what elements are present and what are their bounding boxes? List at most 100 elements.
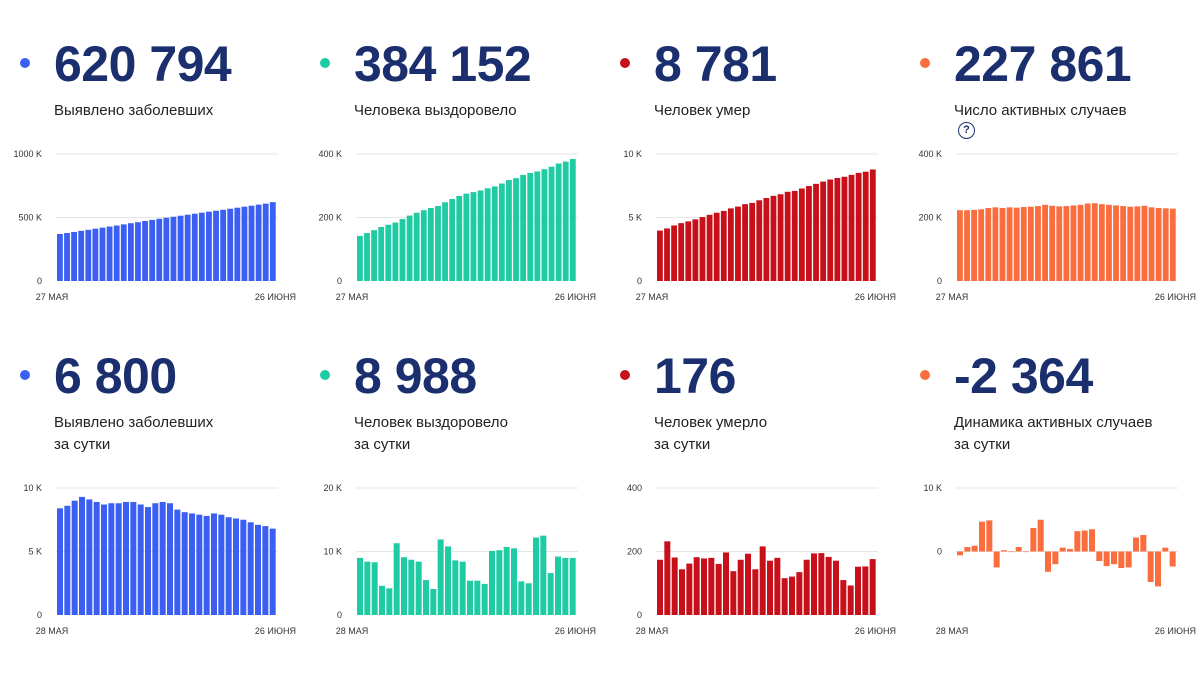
bar — [191, 213, 198, 281]
bar — [1118, 551, 1125, 569]
bar — [459, 561, 466, 615]
bar — [401, 557, 408, 615]
caption-text: Число активных случаев — [954, 102, 1127, 119]
bar — [145, 507, 152, 615]
bar — [562, 557, 569, 615]
x-tick-label: 26 ИЮНЯ — [555, 292, 596, 302]
caption-line-2: за сутки — [654, 436, 711, 453]
x-tick-label: 27 МАЯ — [636, 292, 669, 302]
bar — [730, 571, 737, 615]
bar — [445, 546, 452, 615]
bar — [227, 208, 234, 281]
bar — [1162, 208, 1169, 281]
bar — [477, 190, 484, 281]
bar — [548, 166, 555, 281]
bar — [371, 562, 378, 615]
bar — [679, 569, 686, 615]
bar — [1148, 207, 1155, 281]
bar — [64, 505, 71, 615]
bar — [1155, 207, 1162, 281]
bar — [1037, 519, 1044, 552]
bar — [770, 195, 777, 281]
bar — [1008, 551, 1015, 553]
daily-deaths-value: 176 — [654, 348, 736, 404]
x-tick-label: 28 МАЯ — [636, 626, 669, 636]
bar — [1120, 206, 1127, 281]
bar — [378, 227, 385, 281]
bar — [1084, 203, 1091, 281]
bar — [1113, 205, 1119, 281]
bar — [855, 566, 862, 615]
bar — [796, 572, 803, 615]
y-tick-label: 200 — [627, 547, 642, 557]
bar — [671, 225, 678, 281]
bar — [657, 559, 664, 615]
bar — [971, 545, 978, 552]
bar — [406, 215, 413, 281]
blue-dot-icon — [20, 58, 30, 68]
bar — [840, 580, 847, 615]
bar — [177, 215, 184, 281]
bar — [706, 214, 713, 281]
bar — [415, 561, 422, 615]
x-tick-label: 26 ИЮНЯ — [255, 292, 296, 302]
bar — [491, 186, 498, 281]
caption-line: Человек выздоровело — [354, 414, 508, 431]
bar — [763, 198, 770, 281]
bar — [189, 513, 196, 615]
bar — [699, 217, 706, 281]
bar — [123, 501, 130, 615]
bar — [685, 221, 692, 281]
bar — [742, 204, 748, 281]
bar — [569, 557, 576, 615]
bar — [225, 517, 232, 615]
bar — [233, 518, 240, 615]
y-tick-label: 10 K — [323, 547, 342, 557]
bar — [489, 550, 496, 615]
caption-line: Выявлено заболевших — [54, 102, 214, 119]
red-dot-icon — [620, 58, 630, 68]
bar — [806, 186, 812, 281]
x-tick-label: 26 ИЮНЯ — [855, 292, 896, 302]
bar — [862, 171, 869, 281]
bar — [1134, 206, 1141, 281]
bar — [1141, 205, 1148, 281]
bar — [1089, 529, 1096, 552]
green-dot-icon — [320, 370, 330, 380]
bar — [978, 209, 985, 281]
caption-line-2: за сутки — [54, 436, 111, 453]
bar — [93, 501, 100, 615]
bar — [159, 501, 166, 615]
bar — [979, 521, 986, 552]
total-deaths-value: 8 781 — [654, 36, 777, 92]
bar — [115, 503, 122, 615]
y-tick-label: 5 K — [628, 213, 642, 223]
bar — [520, 174, 527, 281]
active-change-caption: Динамика активных случаев за сутки — [954, 412, 1153, 456]
caption-line: Выявлено заболевших — [54, 414, 214, 431]
bar — [513, 178, 519, 281]
help-icon[interactable]: ? — [958, 122, 975, 139]
bar — [163, 217, 170, 281]
bar — [693, 557, 700, 615]
bar — [986, 520, 993, 552]
bar — [399, 219, 406, 281]
x-tick-label: 26 ИЮНЯ — [255, 626, 296, 636]
bar — [798, 188, 805, 281]
bar — [262, 203, 269, 281]
bar — [1067, 548, 1074, 552]
bar — [85, 229, 92, 281]
bar — [496, 550, 503, 615]
bar — [1169, 551, 1176, 567]
bar — [834, 177, 841, 281]
bar — [533, 537, 540, 615]
total-cases-caption: Выявлено заболевших — [54, 100, 213, 122]
bar — [167, 503, 174, 615]
bar — [248, 205, 255, 281]
bar — [262, 526, 269, 615]
green-dot-icon — [320, 58, 330, 68]
bar — [241, 206, 248, 281]
panel-total-cases: 620 794 Выявлено заболевших 0 500 K 1000 K… — [13, 34, 310, 354]
bar — [511, 548, 518, 615]
bar — [449, 199, 456, 281]
